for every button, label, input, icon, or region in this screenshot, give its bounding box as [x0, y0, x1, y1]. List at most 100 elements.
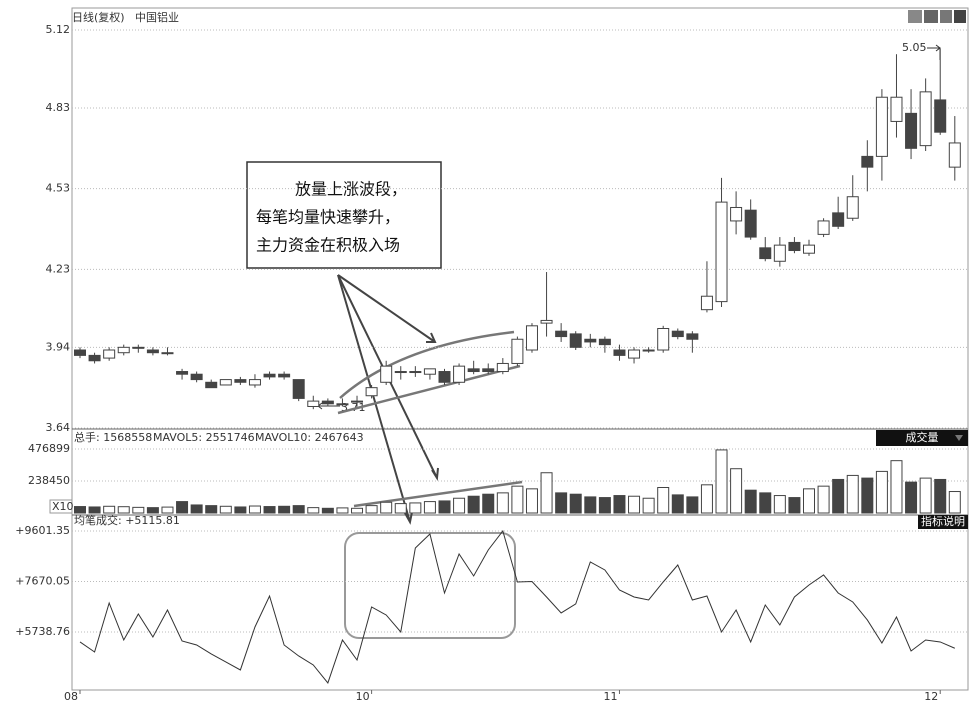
- line-title: 均笔成交: +5115.81: [74, 513, 180, 527]
- indicator-select[interactable]: [876, 430, 968, 446]
- volume-bar: [132, 506, 145, 514]
- candle-body: [540, 319, 553, 324]
- volume-bar: [890, 460, 903, 514]
- candle-body: [482, 368, 495, 373]
- volume-bar: [832, 478, 845, 514]
- candle-body: [103, 349, 116, 359]
- candle-body: [307, 400, 320, 407]
- volume-bar: [176, 501, 189, 514]
- candle-body: [321, 400, 334, 405]
- candle-body: [948, 142, 961, 168]
- candle-body: [511, 338, 524, 364]
- x-tick-label: 10: [356, 690, 370, 703]
- volume-bar: [278, 505, 291, 514]
- callout-text: 每笔均量快速攀升，: [256, 208, 400, 227]
- volume-bar: [773, 495, 786, 514]
- candle-body: [438, 371, 451, 383]
- volume-bar: [365, 505, 378, 514]
- candle-body: [117, 346, 130, 354]
- volume-bar: [205, 505, 218, 514]
- candle-body: [248, 379, 261, 386]
- candle-body: [132, 346, 145, 349]
- arrow: [337, 274, 437, 343]
- candle-body: [788, 241, 801, 252]
- candle-body: [642, 349, 655, 352]
- candle-body: [875, 96, 888, 157]
- y-tick-label: 3.64: [46, 421, 71, 434]
- volume-bar: [74, 506, 86, 514]
- candle-body: [555, 330, 568, 338]
- volume-bar: [525, 488, 538, 514]
- candle-body: [263, 373, 276, 378]
- y-tick-label: 476899: [28, 442, 70, 455]
- volume-bar: [671, 494, 684, 514]
- candle-body: [496, 362, 509, 373]
- candle-body: [628, 349, 641, 359]
- volume-bar: [905, 481, 918, 514]
- volume-bar: [919, 477, 932, 514]
- volume-bar: [336, 507, 349, 514]
- tool-icon[interactable]: [924, 10, 938, 23]
- volume-bar: [511, 485, 524, 514]
- help-label[interactable]: 指标说明: [921, 514, 965, 528]
- candle-body: [74, 349, 86, 356]
- volume-header: MAVOL10: 2467643: [255, 431, 364, 444]
- volume-bar: [248, 505, 261, 514]
- candle-body: [161, 352, 174, 355]
- candle-body: [905, 112, 918, 149]
- volume-bar: [88, 506, 101, 514]
- candle-body: [817, 220, 830, 235]
- volume-bar: [394, 503, 407, 514]
- callout-arrows: [337, 274, 439, 525]
- volume-bar: [409, 502, 422, 514]
- candle-body: [205, 381, 218, 389]
- tool-icon[interactable]: [908, 10, 922, 23]
- candle-body: [146, 349, 159, 354]
- volume-bar: [803, 488, 815, 514]
- candle-body: [861, 155, 874, 168]
- y-tick-label: 4.53: [46, 182, 71, 195]
- volume-bar: [657, 487, 670, 514]
- volume-bar: [613, 495, 626, 514]
- candle-body: [773, 244, 786, 262]
- candle-body: [176, 371, 189, 375]
- volume-bar: [190, 504, 203, 514]
- volume-header: MAVOL5: 2551746: [153, 431, 255, 444]
- candle-body: [351, 400, 364, 403]
- volume-bar: [817, 485, 830, 514]
- volume-wedge: [353, 480, 523, 508]
- candle-body: [365, 387, 378, 397]
- candle-body: [292, 379, 305, 399]
- volume-bar: [161, 506, 174, 514]
- volume-bar: [103, 505, 116, 514]
- volume-header: 总手: 1568558: [74, 430, 152, 444]
- y-tick-label: 3.94: [46, 340, 71, 353]
- volume-bar: [642, 497, 655, 514]
- help-button[interactable]: [918, 515, 968, 529]
- candle-body: [190, 373, 203, 381]
- callout-text: 主力资金在积极入场: [256, 236, 400, 255]
- candle-body: [278, 373, 291, 378]
- y-tick-label: 4.83: [46, 101, 71, 114]
- callout-box: [246, 161, 442, 269]
- candle-body: [569, 333, 582, 348]
- indicator-name[interactable]: 成交量: [906, 430, 939, 444]
- tool-icon[interactable]: [954, 10, 966, 23]
- volume-bar: [307, 507, 320, 514]
- multiplier: X10: [52, 500, 74, 513]
- candle-body: [409, 371, 422, 374]
- candle-body: [88, 354, 101, 362]
- dropdown-arrow[interactable]: [955, 435, 963, 441]
- y-tick-label: 5.12: [46, 23, 71, 36]
- volume-bar: [496, 492, 509, 514]
- volume-bar: [875, 470, 888, 514]
- candle-body: [613, 349, 626, 356]
- y-tick-label: +5738.76: [15, 625, 70, 638]
- tool-icon[interactable]: [940, 10, 952, 23]
- toolbar-icons[interactable]: [908, 10, 966, 23]
- candle-body: [380, 365, 393, 383]
- chart-title: 日线(复权): [72, 10, 125, 24]
- volume-bar: [351, 507, 364, 514]
- candle-body: [525, 325, 538, 351]
- volume-bar: [292, 505, 305, 514]
